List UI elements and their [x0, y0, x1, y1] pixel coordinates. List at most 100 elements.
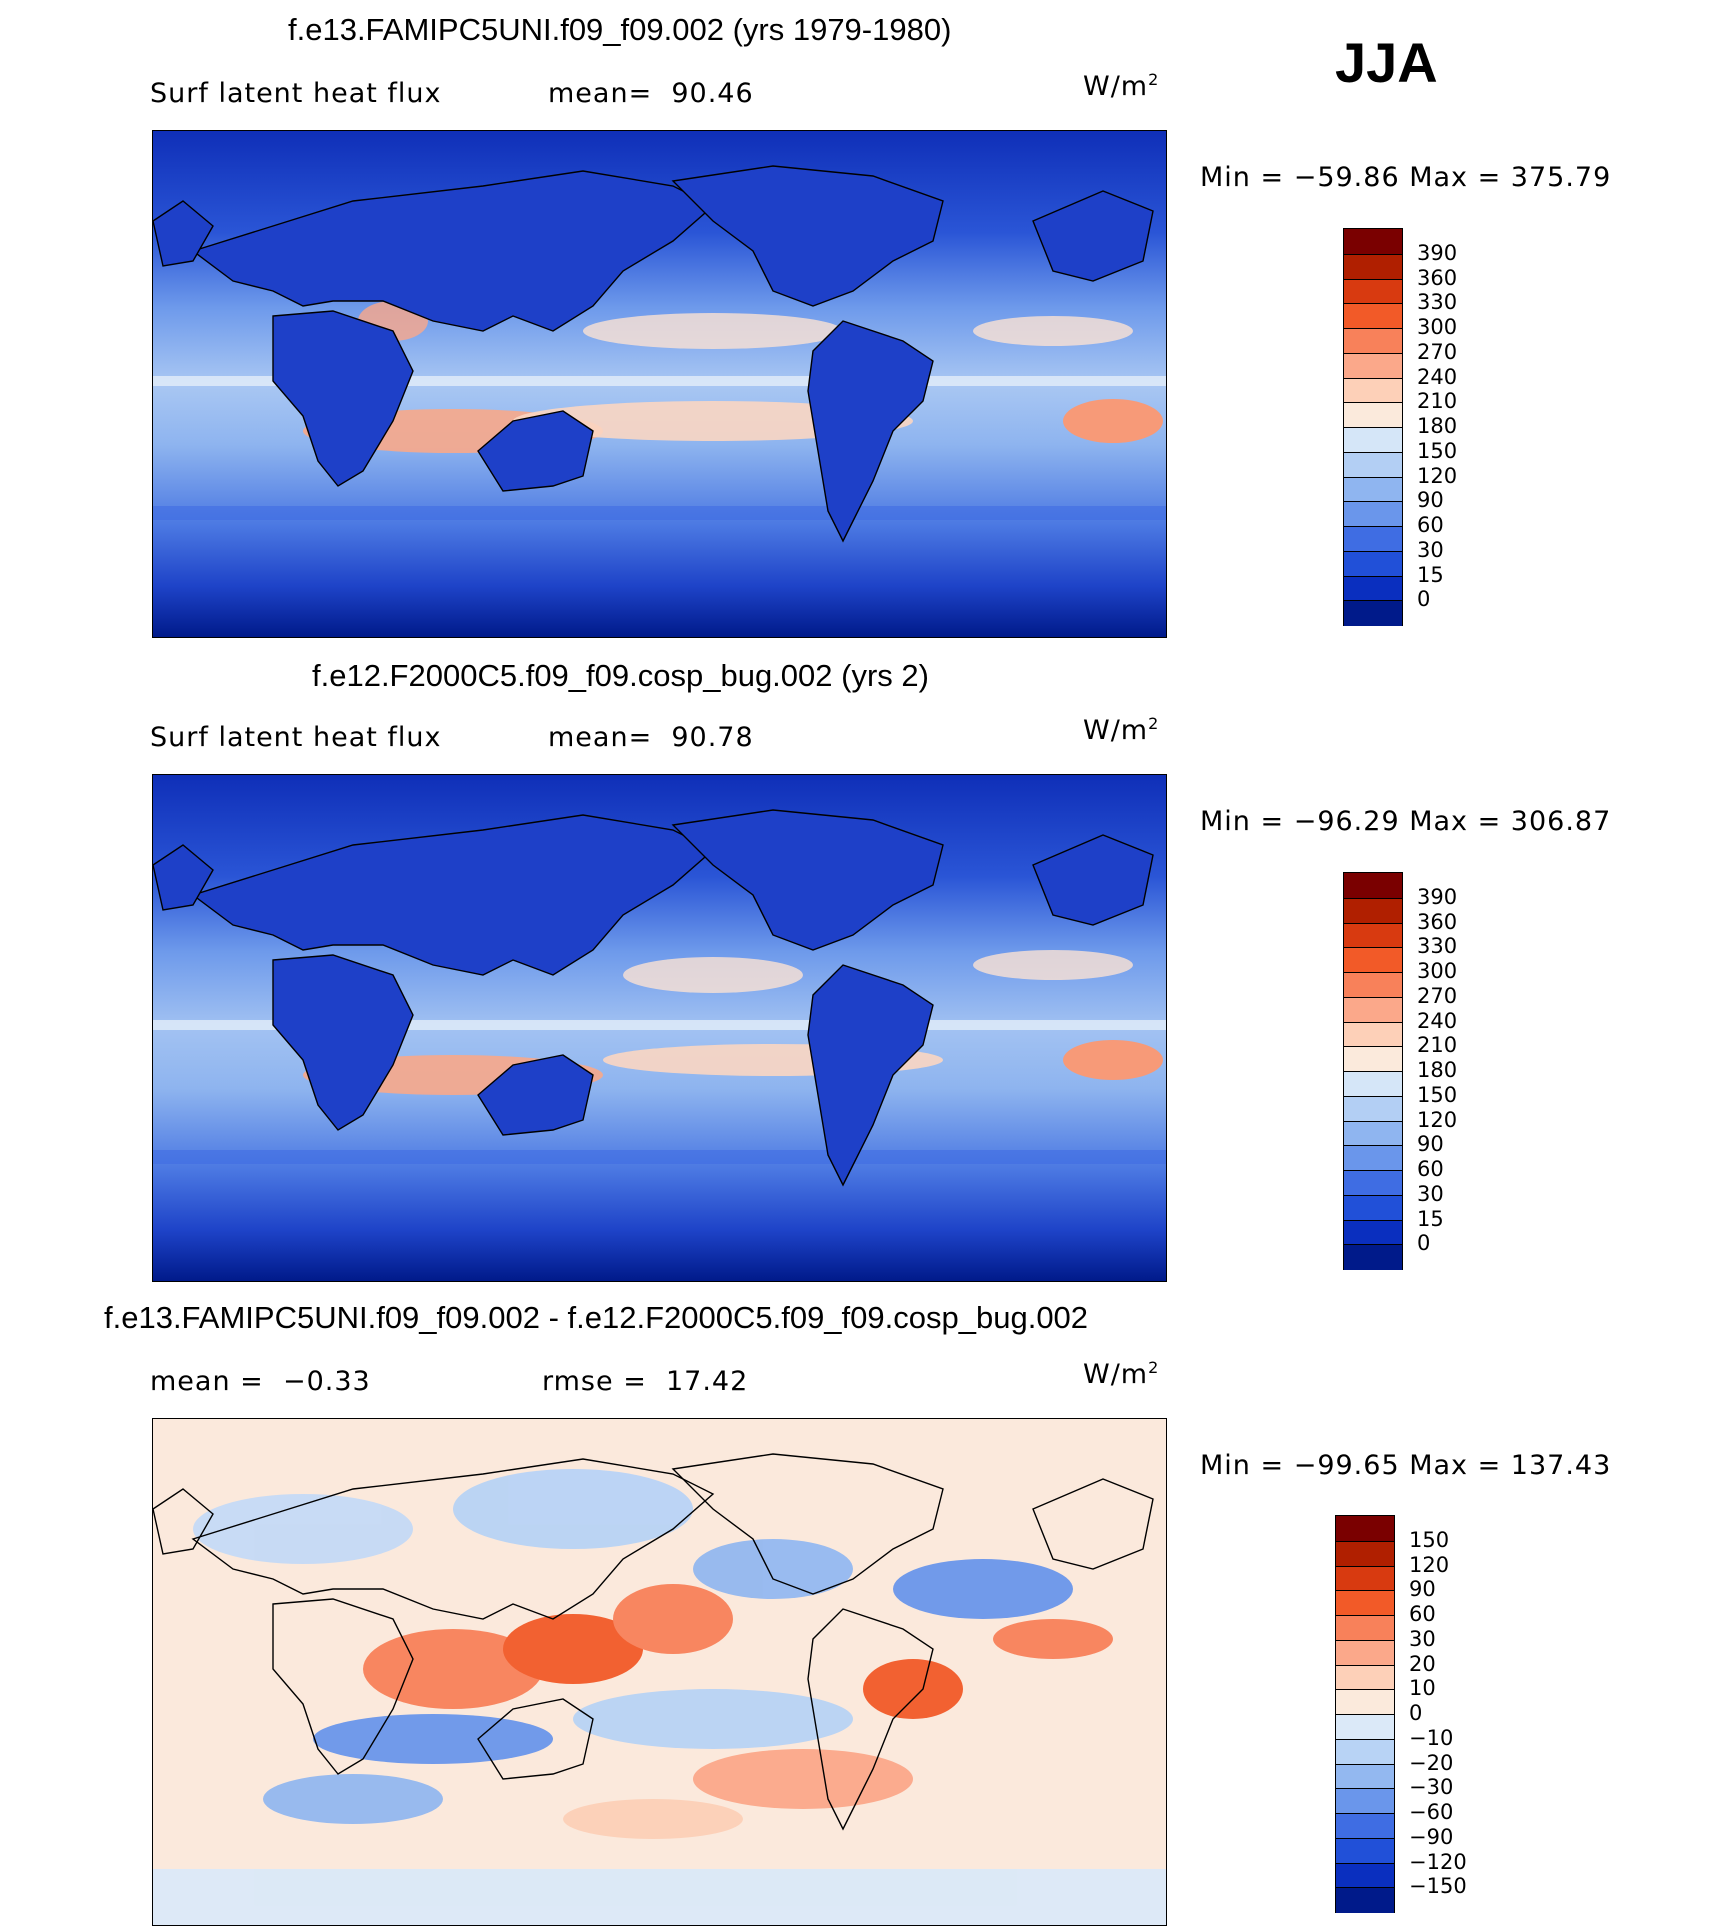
panel-3-title: f.e13.FAMIPC5UNI.f09_f09.002 - f.e12.F20… — [104, 1300, 1089, 1335]
panel-2-colorbar — [1343, 872, 1403, 1270]
colorbar-segment — [1336, 1813, 1394, 1839]
colorbar-segment — [1344, 600, 1402, 626]
colorbar-tick-label: 90 — [1417, 1132, 1444, 1157]
colorbar-segment — [1344, 1021, 1402, 1048]
colorbar-segment — [1344, 1170, 1402, 1196]
colorbar-tick-label: 120 — [1409, 1552, 1450, 1577]
colorbar-segment — [1344, 1095, 1402, 1122]
colorbar-tick-label: 60 — [1417, 1157, 1444, 1181]
colorbar-tick-label: 330 — [1417, 934, 1458, 959]
colorbar-segment — [1336, 1837, 1394, 1864]
colorbar-segment — [1336, 1738, 1394, 1765]
colorbar-tick-label: −20 — [1409, 1750, 1454, 1775]
colorbar-segment — [1336, 1763, 1394, 1790]
colorbar-segment — [1344, 377, 1402, 404]
colorbar-segment — [1336, 1516, 1394, 1541]
colorbar-segment — [1344, 1194, 1402, 1221]
panel-3-minmax: Min = −99.65 Max = 137.43 — [1200, 1450, 1612, 1481]
colorbar-segment — [1344, 253, 1402, 280]
colorbar-segment — [1344, 501, 1402, 527]
colorbar-segment — [1344, 1219, 1402, 1246]
panel-1-variable-label: Surf latent heat flux — [150, 78, 442, 109]
colorbar-segment — [1344, 922, 1402, 949]
colorbar-segment — [1344, 427, 1402, 453]
colorbar-segment — [1344, 451, 1402, 478]
colorbar-tick-label: 330 — [1417, 290, 1458, 315]
colorbar-tick-label: −60 — [1409, 1800, 1454, 1824]
colorbar-tick-label: 150 — [1417, 438, 1458, 463]
colorbar-segment — [1344, 526, 1402, 552]
colorbar-segment — [1344, 1145, 1402, 1171]
colorbar-tick-label: −120 — [1409, 1849, 1467, 1874]
panel-2-map — [152, 774, 1167, 1282]
colorbar-tick-label: 300 — [1417, 959, 1458, 983]
colorbar-segment — [1336, 1887, 1394, 1913]
colorbar-segment — [1344, 575, 1402, 602]
panel-2-title: f.e12.F2000C5.f09_f09.cosp_bug.002 (yrs … — [312, 658, 929, 693]
colorbar-tick-label: 210 — [1417, 389, 1458, 414]
season-label: JJA — [1335, 31, 1438, 94]
colorbar-segment — [1336, 1639, 1394, 1666]
colorbar-segment — [1344, 873, 1402, 898]
colorbar-segment — [1336, 1540, 1394, 1567]
colorbar-segment — [1344, 278, 1402, 305]
panel-3-anomaly-patches — [153, 1469, 1166, 1925]
panel-1-map-svg — [153, 131, 1166, 637]
colorbar-tick-label: 90 — [1409, 1577, 1436, 1602]
colorbar-segment — [1344, 897, 1402, 924]
panel-1-title: f.e13.FAMIPC5UNI.f09_f09.002 (yrs 1979-1… — [288, 12, 952, 47]
panel-1-mean-label: mean= 90.46 — [548, 78, 754, 109]
colorbar-tick-label: 150 — [1409, 1527, 1450, 1552]
colorbar-segment — [1336, 1788, 1394, 1814]
colorbar-tick-label: 150 — [1417, 1082, 1458, 1107]
panel-1-map — [152, 130, 1167, 638]
colorbar-tick-label: 210 — [1417, 1033, 1458, 1058]
colorbar-tick-label: 0 — [1409, 1701, 1423, 1725]
colorbar-segment — [1344, 550, 1402, 577]
panel-1-units: W/m2 — [1083, 70, 1160, 102]
panel-1-minmax: Min = −59.86 Max = 375.79 — [1200, 162, 1612, 193]
panel-3-map-svg — [153, 1419, 1166, 1925]
colorbar-tick-label: 15 — [1417, 562, 1444, 587]
colorbar-tick-label: 0 — [1417, 587, 1431, 612]
colorbar-segment — [1336, 1862, 1394, 1889]
panel-2-minmax: Min = −96.29 Max = 306.87 — [1200, 806, 1612, 837]
colorbar-tick-label: 30 — [1409, 1626, 1436, 1651]
colorbar-tick-label: 120 — [1417, 1107, 1458, 1132]
colorbar-segment — [1344, 229, 1402, 254]
panel-3-map — [152, 1418, 1167, 1926]
colorbar-tick-label: 300 — [1417, 315, 1458, 339]
colorbar-segment — [1344, 1120, 1402, 1147]
colorbar-tick-label: 270 — [1417, 339, 1458, 364]
colorbar-tick-label: −30 — [1409, 1775, 1454, 1800]
colorbar-segment — [1336, 1565, 1394, 1592]
colorbar-tick-label: −90 — [1409, 1824, 1454, 1849]
panel-1-continents — [153, 165, 1154, 543]
colorbar-segment — [1344, 1046, 1402, 1072]
colorbar-tick-label: 15 — [1417, 1206, 1444, 1231]
colorbar-tick-label: 360 — [1417, 909, 1458, 934]
colorbar-tick-label: 10 — [1409, 1676, 1436, 1701]
colorbar-tick-label: 90 — [1417, 488, 1444, 513]
colorbar-tick-label: 180 — [1417, 414, 1458, 438]
panel-2-mean-label: mean= 90.78 — [548, 722, 754, 753]
panel-3-mean-label: mean = −0.33 — [150, 1366, 371, 1397]
colorbar-tick-label: 20 — [1409, 1651, 1436, 1676]
colorbar-segment — [1336, 1590, 1394, 1616]
colorbar-segment — [1336, 1714, 1394, 1740]
colorbar-tick-label: 390 — [1417, 240, 1458, 265]
colorbar-segment — [1336, 1689, 1394, 1715]
panel-3-colorbar — [1335, 1515, 1395, 1913]
panel-3-rmse-label: rmse = 17.42 — [542, 1366, 749, 1397]
colorbar-tick-label: 0 — [1417, 1231, 1431, 1256]
colorbar-tick-label: 120 — [1417, 463, 1458, 488]
colorbar-segment — [1344, 352, 1402, 379]
colorbar-tick-label: 30 — [1417, 537, 1444, 562]
colorbar-tick-label: −10 — [1409, 1725, 1454, 1750]
colorbar-tick-label: 60 — [1409, 1602, 1436, 1626]
colorbar-segment — [1344, 476, 1402, 503]
colorbar-tick-label: 270 — [1417, 983, 1458, 1008]
colorbar-segment — [1344, 972, 1402, 998]
colorbar-segment — [1336, 1664, 1394, 1691]
colorbar-segment — [1344, 1071, 1402, 1097]
